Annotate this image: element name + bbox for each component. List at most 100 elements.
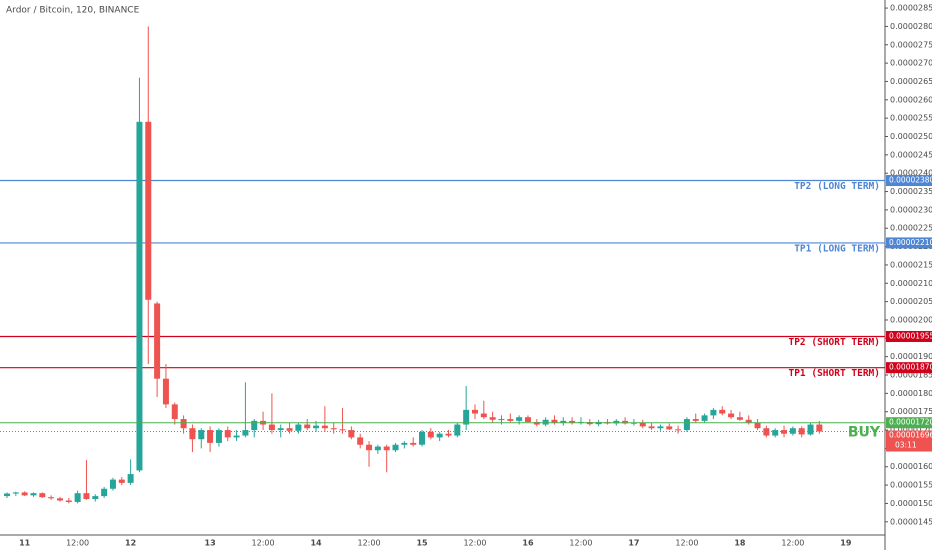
candle-body	[392, 444, 399, 451]
price-badge	[886, 430, 932, 452]
candle-body	[74, 493, 81, 502]
x-tick-label: 14	[310, 539, 322, 548]
x-tick-label: 12:00	[463, 539, 486, 548]
level-label: TP1 (SHORT TERM)	[788, 368, 880, 379]
candle-body	[675, 429, 682, 431]
candle-body	[127, 474, 134, 483]
candle-body	[136, 121, 143, 471]
x-tick-label: 12	[125, 539, 136, 548]
candle-body	[816, 424, 823, 432]
y-tick-label: 0.00001450	[890, 517, 932, 526]
candle-body	[419, 431, 426, 445]
level-label: TP2 (LONG TERM)	[794, 181, 880, 192]
candle-body	[21, 492, 28, 496]
x-tick-label: 12:00	[252, 539, 275, 548]
candle-body	[701, 415, 708, 421]
candle-body	[745, 419, 752, 423]
candle-body	[339, 429, 346, 431]
candle-body	[807, 424, 814, 435]
price-badge	[886, 237, 932, 249]
candle-body	[233, 435, 240, 438]
candle-body	[772, 430, 779, 436]
candle-body	[83, 493, 90, 500]
price-badge-label: 0.00001955	[889, 331, 932, 340]
chart-title: Ardor / Bitcoin, 120, BINANCE	[6, 6, 140, 16]
candle-body	[639, 422, 646, 427]
candle-body	[65, 500, 72, 502]
candle-body	[622, 420, 629, 424]
candle-body	[12, 492, 19, 494]
x-tick-label: 16	[522, 539, 534, 548]
candle-body	[92, 496, 99, 500]
candle-body	[180, 419, 187, 429]
candle-body	[48, 497, 55, 499]
candle-body	[207, 430, 214, 443]
candle-body	[683, 419, 690, 431]
candle-body	[569, 420, 576, 423]
candle-body	[30, 493, 37, 496]
candle-body	[162, 378, 169, 405]
candle-body	[313, 425, 320, 429]
candle-body	[471, 409, 478, 414]
candle-body	[242, 430, 249, 436]
candle-body	[277, 428, 284, 431]
candle-body	[648, 426, 655, 429]
candle-body	[410, 442, 417, 445]
x-tick-label: 15	[416, 539, 428, 548]
candle-body	[171, 404, 178, 420]
buy-label: BUY	[848, 425, 881, 441]
candle-body	[330, 428, 337, 430]
candle-body	[692, 419, 699, 421]
candle-body	[101, 488, 108, 497]
candle-body	[666, 426, 673, 430]
candle-body	[533, 421, 540, 425]
candle-body	[109, 479, 116, 489]
candle-body	[4, 493, 10, 497]
candle-body	[348, 430, 355, 438]
candle-body	[560, 420, 567, 423]
candle-body	[498, 419, 505, 421]
candle-body	[374, 446, 381, 451]
price-badge	[886, 362, 932, 374]
candle-body	[710, 409, 717, 416]
candle-body	[657, 426, 664, 429]
x-tick-label: 19	[840, 539, 852, 548]
price-badge-label: 0.00002380	[889, 176, 932, 185]
candle-body	[154, 303, 161, 379]
candle-body	[118, 479, 125, 483]
candle-body	[321, 425, 328, 429]
candle-body	[145, 121, 152, 300]
candle-body	[507, 419, 514, 421]
candle-body	[781, 430, 788, 434]
price-badge	[886, 417, 932, 429]
candle-body	[542, 419, 549, 425]
countdown-label: 03:11	[895, 441, 917, 450]
price-badge-label: 0.00001696	[889, 431, 932, 440]
level-label: TP2 (SHORT TERM)	[788, 337, 880, 348]
candle-body	[789, 428, 796, 434]
candle-body	[436, 433, 443, 438]
candle-body	[489, 417, 496, 420]
price-badge	[886, 175, 932, 187]
candle-body	[304, 424, 311, 429]
candle-body	[56, 498, 63, 501]
candle-body	[224, 430, 231, 438]
candle-body	[763, 428, 770, 436]
candle-body	[39, 493, 46, 498]
